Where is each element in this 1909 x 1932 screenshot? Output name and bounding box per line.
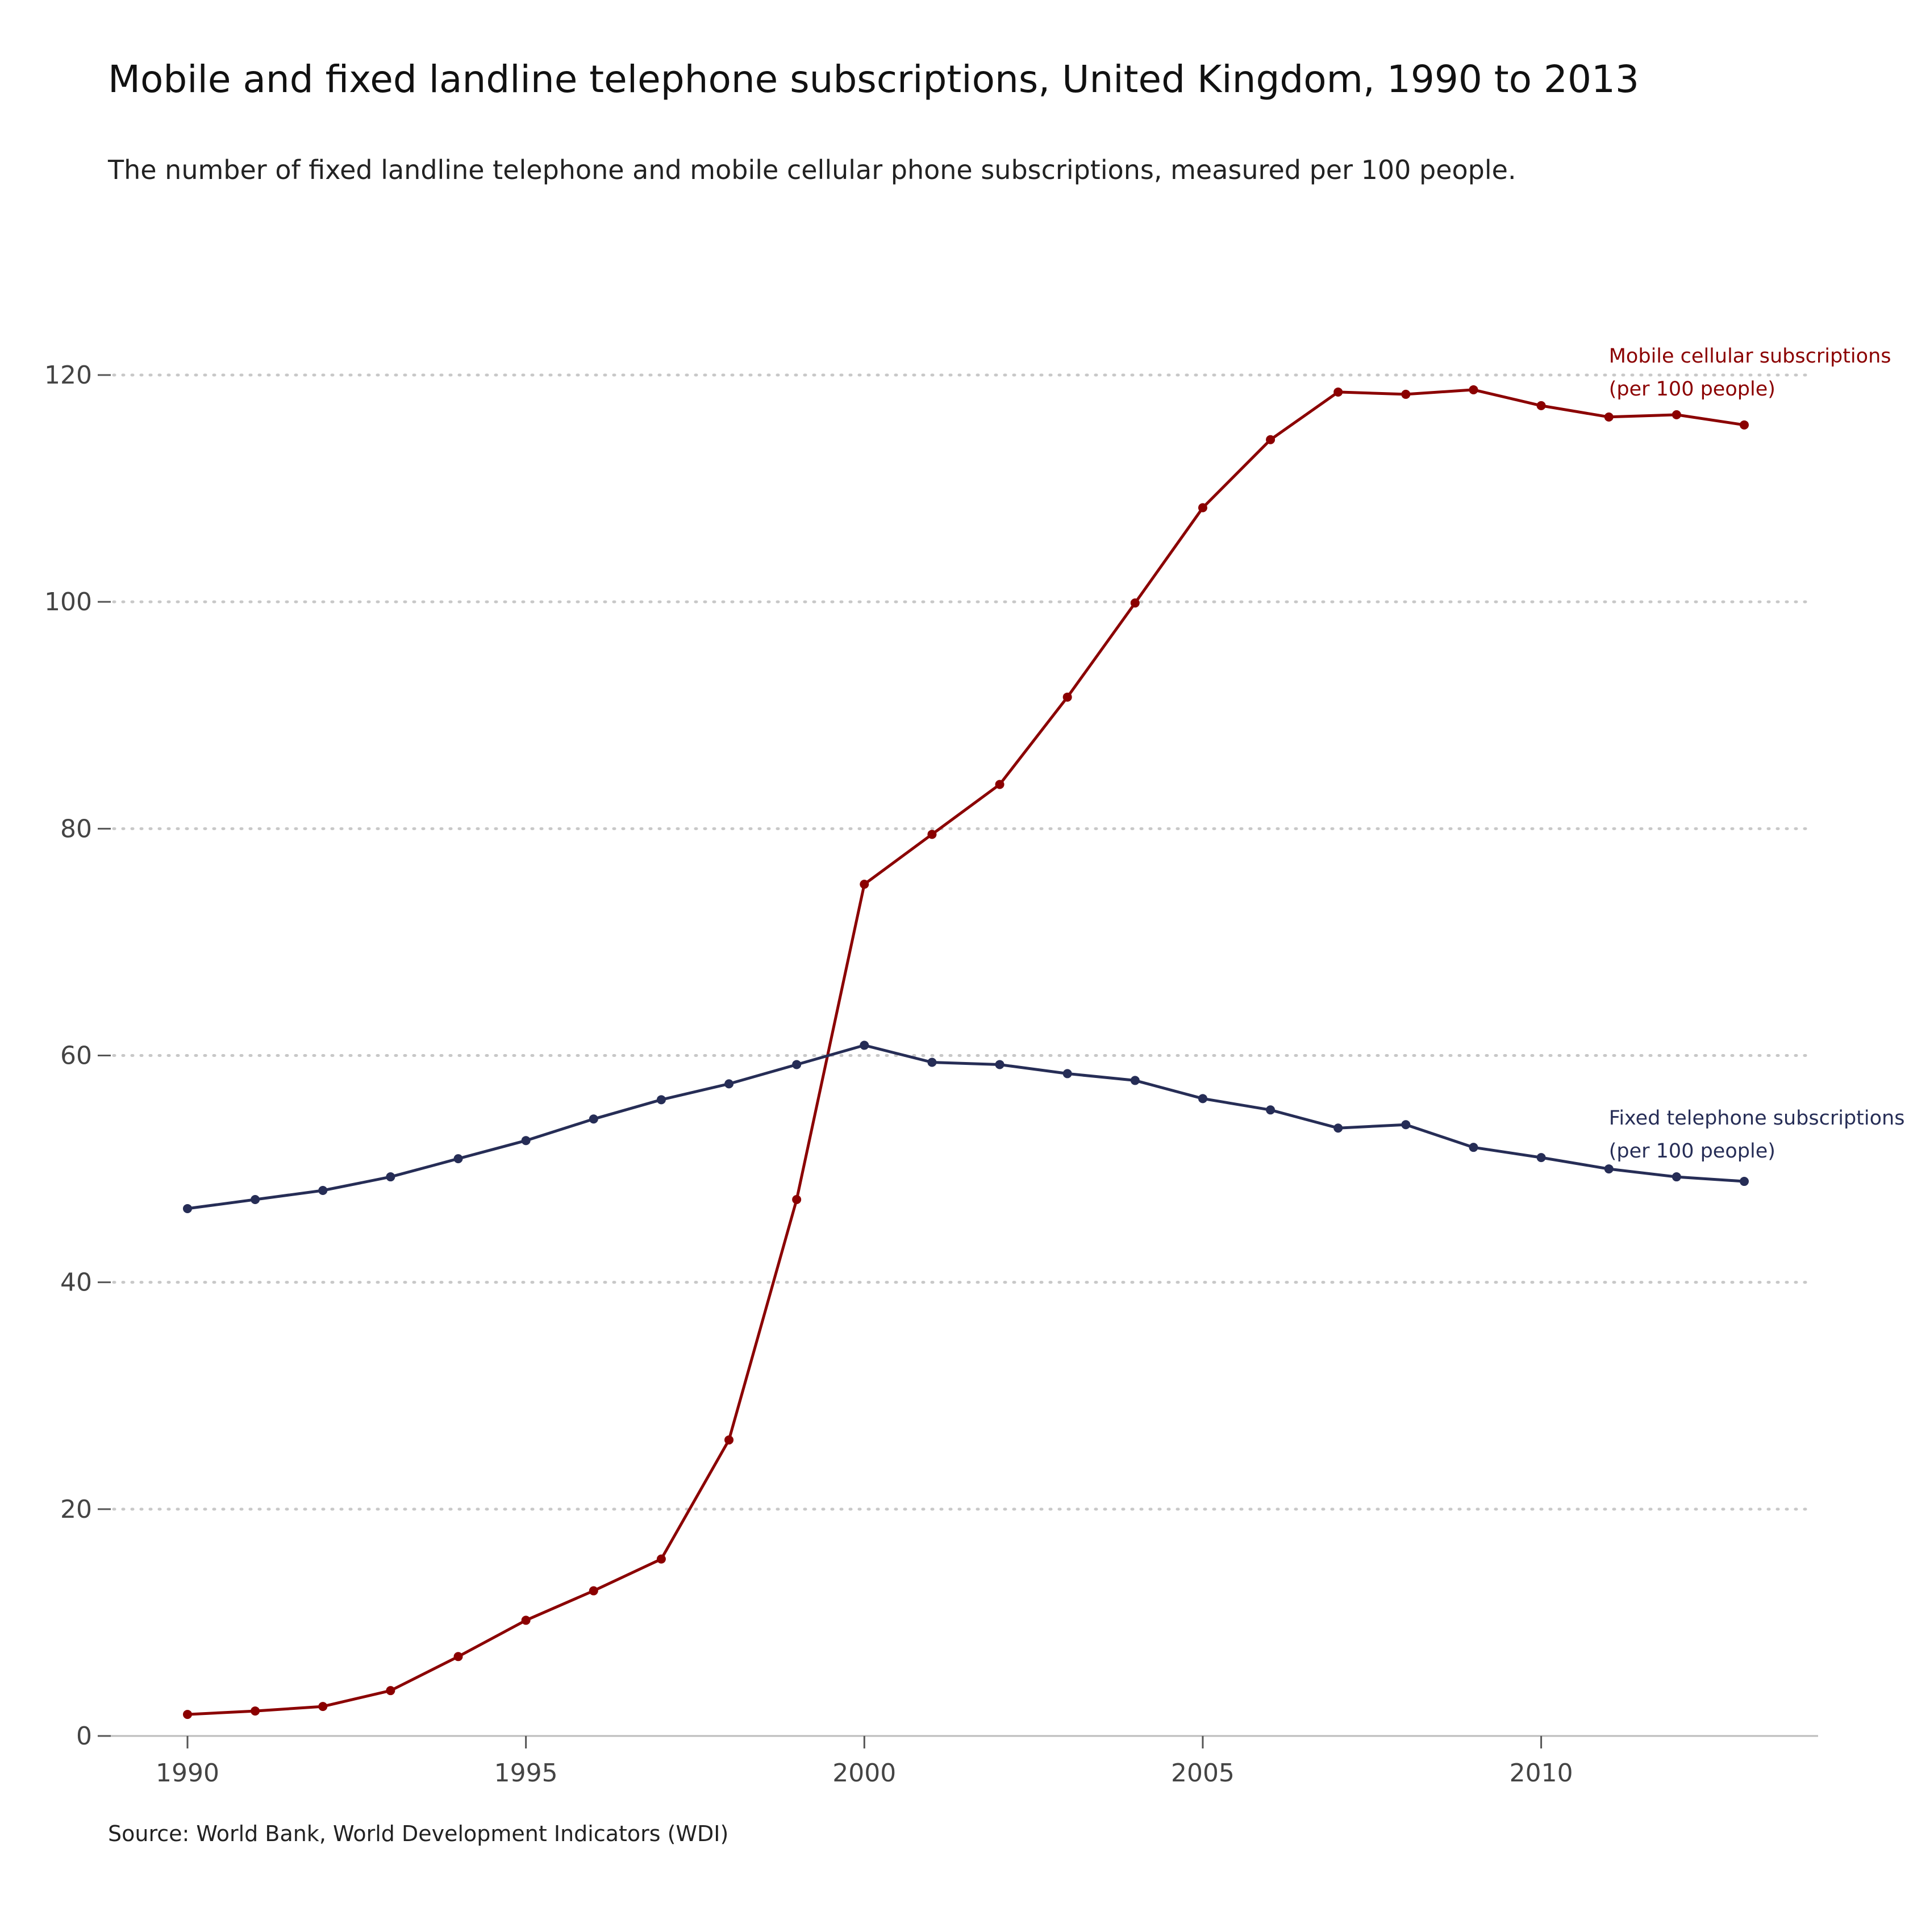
point-fixed-1991 [251,1194,260,1204]
point-fixed-2010 [1536,1153,1546,1163]
point-fixed-2006 [1266,1105,1276,1115]
point-fixed-2002 [995,1060,1004,1069]
axes: 0 20 40 60 80 100 120 1990 1995 2000 2005 2010 [44,361,1818,1788]
point-mobile-2013 [1740,420,1749,430]
x-tick-label-2010: 2010 [1510,1759,1573,1788]
series-line-mobile [187,388,1745,1716]
point-mobile-2009 [1469,385,1478,394]
source-note: Source: World Bank, World Development In… [108,1821,729,1846]
point-mobile-1995 [521,1615,531,1625]
point-mobile-1998 [724,1435,734,1445]
point-fixed-2003 [1062,1069,1072,1079]
gridlines [112,373,1814,1511]
point-mobile-2002 [995,780,1004,789]
y-tick-label-40: 40 [60,1268,92,1297]
point-fixed-1999 [792,1060,802,1069]
x-tick-label-2005: 2005 [1171,1759,1235,1788]
point-mobile-2007 [1333,387,1343,397]
point-mobile-1992 [318,1702,328,1712]
point-fixed-2001 [927,1057,937,1067]
point-fixed-1998 [724,1079,734,1089]
point-fixed-2004 [1130,1076,1140,1085]
y-tick-label-0: 0 [76,1722,92,1751]
point-fixed-2000 [860,1040,869,1050]
point-fixed-1992 [318,1186,328,1196]
point-mobile-1994 [453,1652,463,1662]
point-mobile-1999 [792,1194,802,1204]
point-mobile-1997 [656,1554,666,1564]
x-tick-label-1995: 1995 [494,1759,558,1788]
point-fixed-2011 [1604,1164,1614,1174]
chart-subtitle: The number of fixed landline telephone a… [108,155,1516,185]
point-mobile-2004 [1130,598,1140,608]
point-mobile-2006 [1266,435,1276,444]
point-fixed-2012 [1672,1172,1681,1182]
series-label-fixed-line2: (per 100 people) [1609,1140,1775,1163]
series-layer [183,385,1749,1719]
point-fixed-2007 [1333,1123,1343,1133]
x-tick-label-1990: 1990 [156,1759,219,1788]
point-fixed-1997 [656,1095,666,1105]
series-label-mobile-line1: Mobile cellular subscriptions [1609,345,1891,368]
point-mobile-2001 [927,830,937,839]
point-mobile-1996 [589,1586,598,1596]
point-mobile-1993 [386,1686,395,1696]
series-label-fixed-line1: Fixed telephone subscriptions [1609,1107,1905,1130]
point-fixed-1990 [183,1204,192,1213]
point-fixed-1994 [453,1154,463,1164]
point-mobile-2012 [1672,410,1681,419]
point-mobile-2005 [1198,503,1207,513]
y-tick-label-120: 120 [44,361,92,390]
point-mobile-2010 [1536,401,1546,410]
series-labels: Mobile cellular subscriptions (per 100 pe… [1609,345,1905,1163]
point-fixed-2008 [1401,1120,1411,1130]
point-fixed-1993 [386,1172,395,1182]
series-label-mobile-line2: (per 100 people) [1609,378,1775,401]
y-tick-label-100: 100 [44,588,92,617]
y-tick-label-80: 80 [60,814,92,843]
point-mobile-2008 [1401,389,1411,399]
point-mobile-2000 [860,880,869,889]
point-mobile-2003 [1062,692,1072,702]
point-mobile-1991 [251,1706,260,1716]
point-fixed-2009 [1469,1143,1478,1152]
chart-title: Mobile and fixed landline telephone subs… [108,57,1640,101]
point-fixed-1995 [521,1136,531,1146]
point-mobile-2011 [1604,412,1614,422]
x-tick-label-2000: 2000 [832,1759,896,1788]
point-mobile-1990 [183,1710,192,1719]
point-fixed-1996 [589,1114,598,1124]
point-fixed-2005 [1198,1094,1207,1104]
y-tick-label-20: 20 [60,1495,92,1524]
series-line-fixed [187,1044,1745,1210]
point-fixed-2013 [1740,1177,1749,1186]
y-tick-label-60: 60 [60,1042,92,1071]
